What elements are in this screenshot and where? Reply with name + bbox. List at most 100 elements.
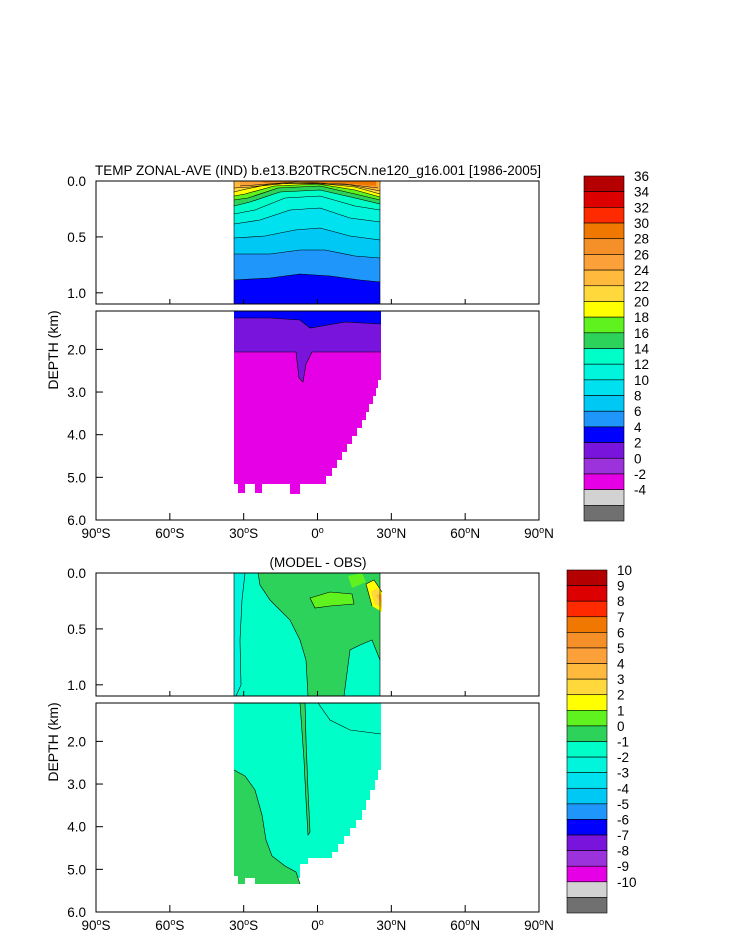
colorbar-swatch xyxy=(583,505,625,522)
x-tick-label-value: 60 xyxy=(450,918,465,933)
temp-lower-fill xyxy=(234,311,382,494)
colorbar-label: 10 xyxy=(617,563,632,578)
colorbar-label: 34 xyxy=(634,185,650,200)
colorbar-swatch xyxy=(566,663,608,680)
colorbar-swatch xyxy=(566,772,608,789)
colorbar-swatch xyxy=(583,395,625,412)
colorbar-swatch xyxy=(566,678,608,696)
colorbar-swatch xyxy=(583,379,625,396)
y-tick-label: 2.0 xyxy=(67,734,86,749)
colorbar-swatch xyxy=(566,834,608,851)
x-tick-label-hemisphere: N xyxy=(544,526,554,541)
colorbar-swatch xyxy=(566,881,608,898)
x-tick-label-degree: o xyxy=(391,917,396,927)
x-tick-label-degree: o xyxy=(170,917,175,927)
colorbar-label: -8 xyxy=(617,844,629,859)
colorbar-swatch xyxy=(583,301,625,318)
x-tick-label-value: 90 xyxy=(524,526,539,541)
colorbar-label: 3 xyxy=(617,672,625,687)
colorbar-swatch xyxy=(566,787,608,805)
x-tick-label: 30oN xyxy=(376,525,406,541)
diff-lower-fill xyxy=(233,703,382,885)
colorbar-label: -2 xyxy=(617,750,629,765)
x-tick-label-value: 30 xyxy=(229,526,244,541)
x-tick-label-degree: o xyxy=(465,917,470,927)
colorbar-label: 20 xyxy=(634,294,649,309)
temp-axes: 90oS 60oS 30oS 0o 30oN 60oN 90oN0.00.51.02.03.… xyxy=(67,174,554,541)
x-tick-label-value: 60 xyxy=(155,918,170,933)
colorbar-label: 16 xyxy=(634,326,649,341)
colorbar-label: 0 xyxy=(617,719,625,734)
x-tick-label-value: 90 xyxy=(81,526,96,541)
colorbar-swatch xyxy=(583,457,625,475)
x-tick-label-degree: o xyxy=(465,525,470,535)
x-tick-label: 30oN xyxy=(376,917,406,933)
colorbar-label: -6 xyxy=(617,812,629,827)
x-tick-label-degree: o xyxy=(244,917,249,927)
x-tick-label: 90oS xyxy=(81,917,110,933)
colorbar-label: 7 xyxy=(617,610,625,625)
colorbar-swatch xyxy=(583,489,625,506)
colorbar-label: 8 xyxy=(634,389,642,404)
colorbar-swatch xyxy=(566,585,608,602)
x-tick-label: 90oS xyxy=(81,525,110,541)
colorbar-swatch xyxy=(583,254,625,271)
colorbar-label: 6 xyxy=(634,404,642,419)
colorbar-swatch xyxy=(566,600,608,618)
diff-axes: 90oS 60oS 30oS 0o 30oN 60oN 90oN0.00.51.02.03.… xyxy=(67,566,554,933)
y-tick-label: 1.0 xyxy=(67,286,86,301)
y-tick-label: 6.0 xyxy=(67,513,86,528)
x-tick-label-value: 60 xyxy=(155,526,170,541)
x-tick-label: 30oS xyxy=(229,525,258,541)
y-tick-label: 0.0 xyxy=(67,174,86,189)
colorbar-swatch xyxy=(566,569,608,586)
x-tick-label-hemisphere: S xyxy=(249,918,258,933)
colorbar-swatch xyxy=(566,694,608,711)
chart-title: TEMP ZONAL-AVE (IND) b.e13.B20TRC5CN.ne1… xyxy=(95,163,541,178)
temp-upper-fill xyxy=(233,181,381,304)
colorbar-label: -9 xyxy=(617,859,629,874)
colorbar-label: 26 xyxy=(634,247,649,262)
x-tick-label-hemisphere: S xyxy=(175,918,184,933)
colorbar-label: 32 xyxy=(634,200,649,215)
colorbar-swatch xyxy=(583,410,625,428)
y-tick-label: 0.0 xyxy=(67,566,86,581)
colorbar-label: 4 xyxy=(634,420,642,435)
colorbar-swatch xyxy=(583,222,625,240)
y-axis-label: DEPTH (km) xyxy=(45,310,61,389)
colorbar-label: 14 xyxy=(634,342,650,357)
colorbar-label: 30 xyxy=(634,216,649,231)
x-tick-label-degree: o xyxy=(539,525,544,535)
chart-title: (MODEL - OBS) xyxy=(269,555,366,570)
chart-diff: (MODEL - OBS) xyxy=(45,555,637,933)
x-tick-label-hemisphere: S xyxy=(102,918,111,933)
y-tick-label: 1.0 xyxy=(67,678,86,693)
colorbar-swatch xyxy=(566,725,608,742)
x-tick-label: 60oN xyxy=(450,525,480,541)
x-tick-label-hemisphere: S xyxy=(102,526,111,541)
x-tick-label-value: 60 xyxy=(450,526,465,541)
colorbar-label: -5 xyxy=(617,797,629,812)
colorbar-swatch xyxy=(583,442,625,459)
y-tick-label: 4.0 xyxy=(67,428,86,443)
colorbar-label: 4 xyxy=(617,657,625,672)
colorbar-label: -4 xyxy=(634,483,646,498)
x-tick-label: 90oN xyxy=(524,525,554,541)
y-tick-label: 0.5 xyxy=(67,230,86,245)
colorbar-swatch xyxy=(583,363,625,381)
colorbar-label: -7 xyxy=(617,828,629,843)
colorbar-swatch xyxy=(566,819,608,836)
colorbar-label: 9 xyxy=(617,579,625,594)
colorbar-label: -2 xyxy=(634,467,646,482)
colorbar-label: 28 xyxy=(634,232,649,247)
chart-temp: TEMP ZONAL-AVE (IND) b.e13.B20TRC5CN.ne1… xyxy=(45,163,650,541)
colorbar-swatch xyxy=(583,269,625,287)
x-tick-label-degree: o xyxy=(170,525,175,535)
colorbar-label: -3 xyxy=(617,766,629,781)
x-tick-label: 60oS xyxy=(155,525,184,541)
x-tick-label-degree: o xyxy=(319,525,324,535)
x-tick-label-value: 0 xyxy=(311,526,319,541)
y-tick-label: 3.0 xyxy=(67,777,86,792)
